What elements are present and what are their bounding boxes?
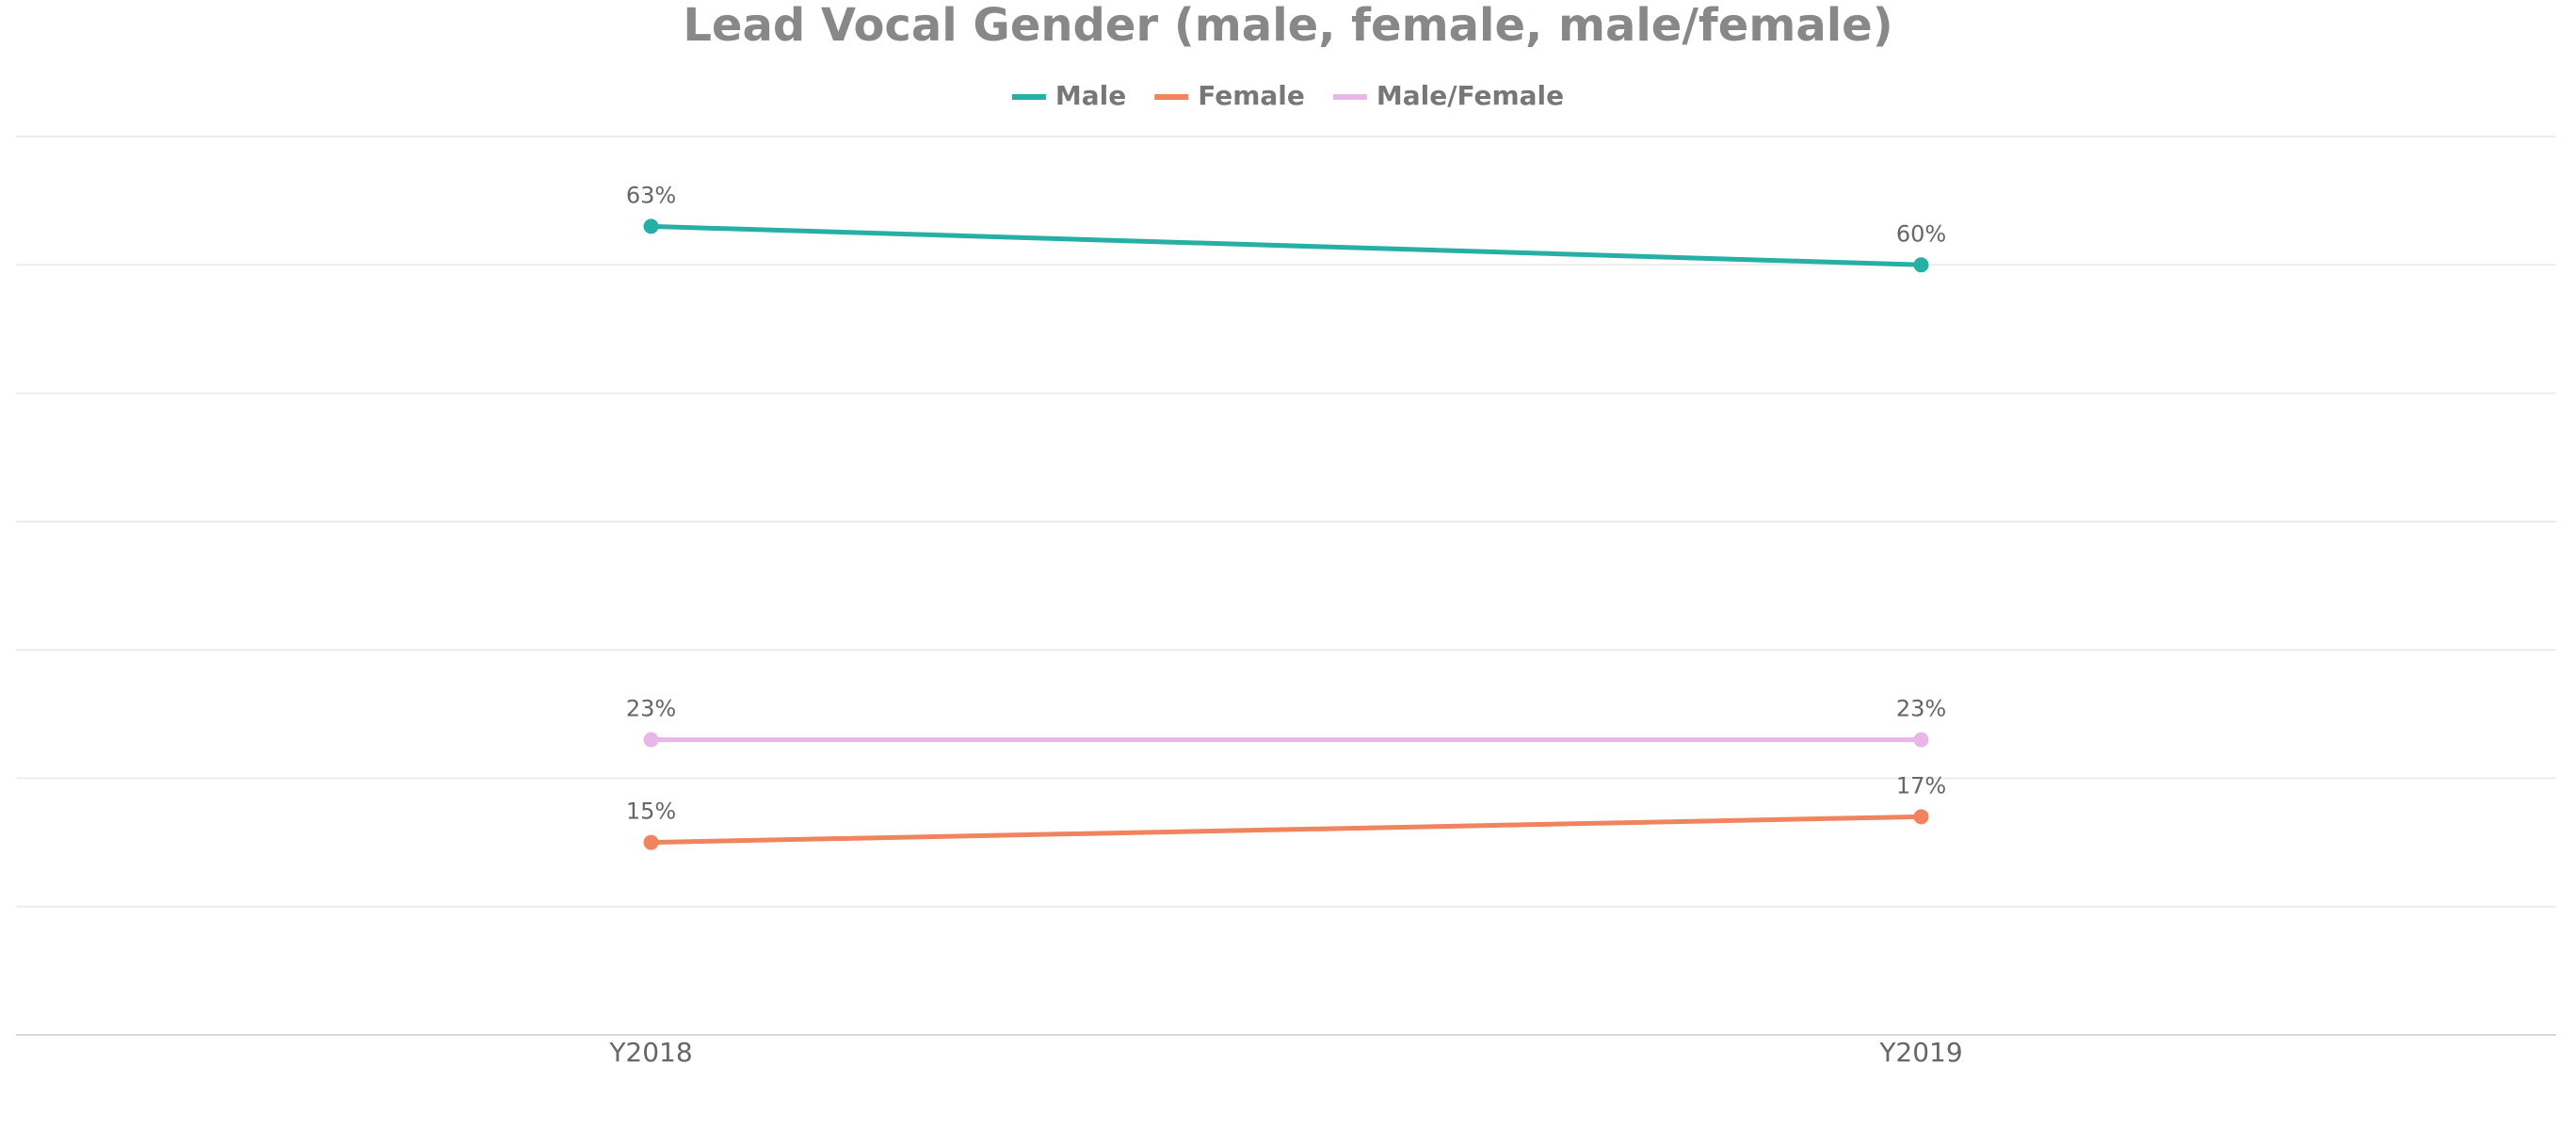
legend: Male Female Male/Female [1011,80,1564,111]
data-label: 15% [626,799,676,825]
data-point [643,218,659,234]
data-point [643,732,659,748]
legend-label: Female [1198,80,1305,111]
legend-item: Female [1154,80,1305,111]
chart-title: Lead Vocal Gender (male, female, male/fe… [683,0,1892,52]
data-label: 60% [1896,220,1946,247]
legend-item: Male/Female [1332,80,1564,111]
data-label: 63% [626,182,676,208]
series-line [651,223,1922,267]
data-label: 17% [1896,772,1946,799]
data-label: 23% [1896,696,1946,722]
x-tick-label: Y2019 [1878,1037,1962,1068]
series-line [651,814,1922,846]
data-label: 23% [626,696,676,722]
legend-label: Male [1055,80,1126,111]
data-point [643,834,659,850]
data-point [1913,257,1929,273]
data-point [1913,809,1929,825]
legend-label: Male/Female [1377,80,1564,111]
x-tick-label: Y2018 [608,1037,692,1068]
legend-item: Male [1011,80,1126,111]
data-point [1913,732,1929,748]
